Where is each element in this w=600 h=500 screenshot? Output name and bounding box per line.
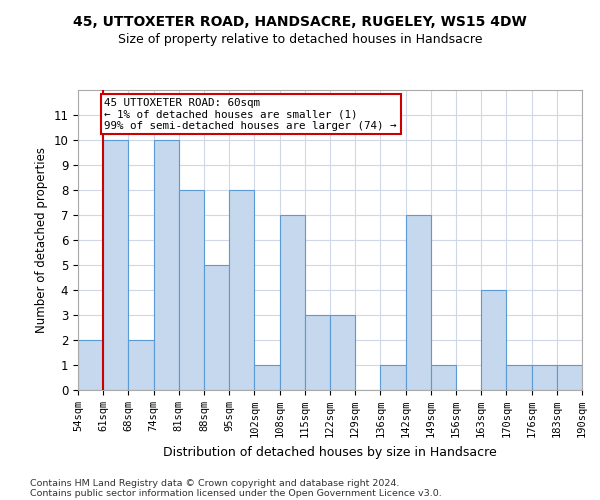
Bar: [380, 365, 406, 390]
Bar: [406, 215, 431, 390]
Bar: [204, 265, 229, 390]
X-axis label: Distribution of detached houses by size in Handsacre: Distribution of detached houses by size …: [163, 446, 497, 458]
Bar: [330, 315, 355, 390]
Text: 45, UTTOXETER ROAD, HANDSACRE, RUGELEY, WS15 4DW: 45, UTTOXETER ROAD, HANDSACRE, RUGELEY, …: [73, 15, 527, 29]
Y-axis label: Number of detached properties: Number of detached properties: [35, 147, 48, 333]
Bar: [229, 190, 254, 390]
Bar: [305, 315, 330, 390]
Text: 45 UTTOXETER ROAD: 60sqm
← 1% of detached houses are smaller (1)
99% of semi-det: 45 UTTOXETER ROAD: 60sqm ← 1% of detache…: [104, 98, 397, 130]
Bar: [557, 365, 582, 390]
Bar: [78, 340, 103, 390]
Bar: [103, 140, 128, 390]
Bar: [481, 290, 506, 390]
Bar: [280, 215, 305, 390]
Bar: [154, 140, 179, 390]
Bar: [532, 365, 557, 390]
Text: Contains HM Land Registry data © Crown copyright and database right 2024.: Contains HM Land Registry data © Crown c…: [30, 478, 400, 488]
Bar: [431, 365, 456, 390]
Bar: [179, 190, 204, 390]
Bar: [254, 365, 280, 390]
Bar: [128, 340, 154, 390]
Bar: [506, 365, 532, 390]
Text: Contains public sector information licensed under the Open Government Licence v3: Contains public sector information licen…: [30, 490, 442, 498]
Text: Size of property relative to detached houses in Handsacre: Size of property relative to detached ho…: [118, 32, 482, 46]
